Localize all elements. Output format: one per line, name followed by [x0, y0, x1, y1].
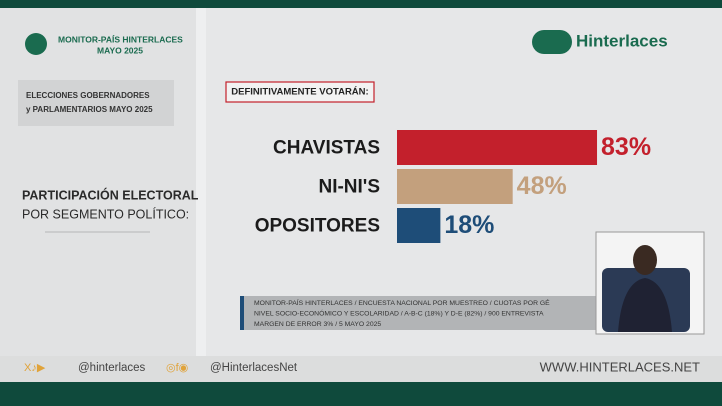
election-line: ELECCIONES GOBERNADORES	[26, 91, 150, 100]
footnote-line: NIVEL SOCIO-ECONÓMICO Y ESCOLARIDAD / A-…	[254, 308, 544, 317]
category-label: OPOSITORES	[255, 216, 380, 237]
website: WWW.HINTERLACES.NET	[540, 359, 700, 374]
program-date: MAYO 2025	[97, 45, 143, 55]
value-label: 83%	[601, 133, 651, 161]
election-line: y PARLAMENTARIOS MAYO 2025	[26, 105, 153, 114]
handle: @hinterlaces	[78, 362, 146, 374]
topic-line: PARTICIPACIÓN ELECTORAL	[22, 187, 199, 202]
footnote: MONITOR-PAÍS HINTERLACES / ENCUESTA NACI…	[254, 298, 550, 328]
bar	[397, 169, 513, 204]
divider	[196, 8, 206, 356]
value-label: 48%	[517, 172, 567, 200]
brand-name: Hinterlaces	[576, 31, 668, 50]
handle: @HinterlacesNet	[210, 362, 298, 374]
footnote-line: MARGEN DE ERROR 3% / 5 MAYO 2025	[254, 321, 381, 328]
footnote-line: MONITOR-PAÍS HINTERLACES / ENCUESTA NACI…	[254, 298, 550, 307]
footnote-box	[240, 296, 602, 330]
program-title: MONITOR-PAÍS HINTERLACES	[58, 34, 183, 44]
bar	[397, 130, 598, 165]
bar-chart: CHAVISTAS 83% NI-NI'S 48% OPOSITORES 18%	[255, 130, 651, 243]
footnote-accent	[240, 296, 244, 330]
interpreter-body	[618, 278, 672, 332]
bar	[397, 208, 441, 243]
globe-icon	[25, 33, 47, 55]
topic-line: POR SEGMENTO POLÍTICO:	[22, 206, 189, 221]
category-label: CHAVISTAS	[273, 138, 380, 159]
interpreter-head	[633, 245, 657, 275]
category-label: NI-NI'S	[318, 177, 380, 198]
chart-title-box	[225, 81, 375, 103]
social-icons: X♪▶	[24, 362, 46, 374]
footer-strip	[0, 356, 722, 382]
election-box	[18, 80, 174, 126]
brand-icon	[532, 30, 572, 54]
chart-title: DEFINITIVAMENTE VOTARÁN:	[231, 87, 368, 98]
value-label: 18%	[444, 211, 494, 239]
social-icons: ◎f◉	[166, 362, 188, 374]
left-panel	[0, 8, 196, 356]
